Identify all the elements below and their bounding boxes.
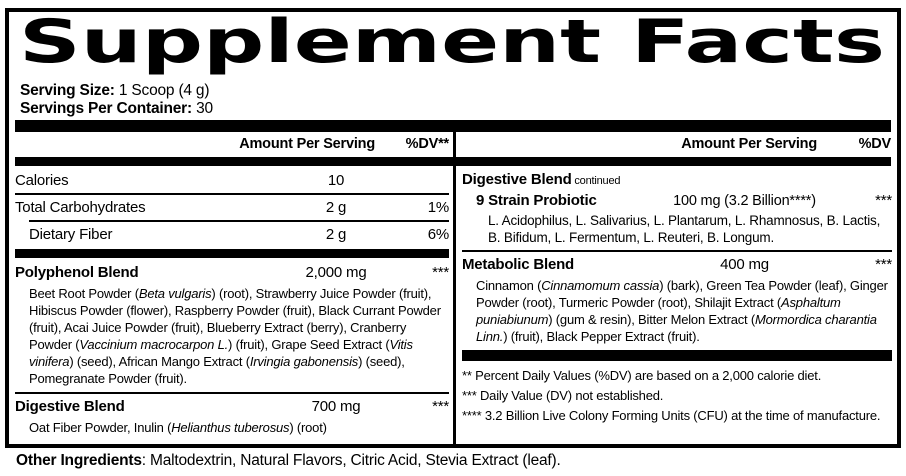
footnote-cfu: **** 3.2 Billion Live Colony Forming Uni… — [462, 408, 881, 423]
probiotic-strains-list: L. Acidophilus, L. Salivarius, L. Planta… — [488, 213, 881, 245]
blend-dv: *** — [875, 256, 892, 273]
title-graphic: Supplement Facts — [19, 7, 885, 77]
metabolic-blend-ingredients: Cinnamon (Cinnamomum cassia) (bark), Gre… — [476, 278, 888, 344]
table-row-9-strain-probiotic: 9 Strain Probiotic 100 mg (3.2 Billion**… — [462, 188, 892, 213]
table-row-calories: Calories 10 — [15, 168, 449, 193]
blend-name: 9 Strain Probiotic — [476, 192, 597, 209]
footnotes: ** Percent Daily Values (%DV) are based … — [462, 364, 892, 426]
serving-size-line: Serving Size: 1 Scoop (4 g) — [20, 82, 213, 100]
right-dv-header: %DV — [858, 136, 892, 152]
row-rule — [15, 392, 449, 394]
column-divider — [453, 120, 456, 444]
page-title: Supplement Facts — [19, 12, 885, 77]
table-row-metabolic-blend: Metabolic Blend 400 mg *** — [462, 252, 892, 277]
blend-name: Polyphenol Blend — [15, 264, 139, 281]
nutrient-name: Total Carbohydrates — [15, 199, 146, 216]
blend-amount: 100 mg (3.2 Billion****) — [673, 193, 816, 209]
digestive-blend-ingredients: Oat Fiber Powder, Inulin (Helianthus tub… — [29, 420, 327, 435]
servings-per-container-label: Servings Per Container: — [20, 100, 192, 117]
servings-per-container-line: Servings Per Container: 30 — [20, 100, 213, 118]
footnote-dv-not-established: *** Daily Value (DV) not established. — [462, 388, 664, 403]
blend-amount: 400 mg — [720, 256, 769, 273]
footnote-divider-bar — [462, 350, 892, 361]
blend-dv: *** — [432, 264, 449, 281]
left-column-header: Amount Per Serving %DV** — [15, 136, 449, 152]
table-row-total-carbohydrates: Total Carbohydrates 2 g 1% — [15, 195, 449, 220]
facts-panel-border: Supplement Facts Serving Size: 1 Scoop (… — [5, 7, 901, 448]
table-row-dietary-fiber: Dietary Fiber 2 g 6% — [15, 222, 449, 247]
right-column: Digestive Blend continued 9 Strain Probi… — [462, 168, 892, 426]
blend-dv: *** — [875, 192, 892, 209]
serving-size-label: Serving Size: — [20, 82, 115, 99]
blend-name: Digestive Blend — [15, 398, 125, 415]
blend-amount: 2,000 mg — [305, 264, 367, 281]
table-row-digestive-blend: Digestive Blend 700 mg *** — [15, 394, 449, 419]
other-ingredients-text: : Maltodextrin, Natural Flavors, Citric … — [141, 452, 561, 469]
blend-dv: *** — [432, 398, 449, 415]
table-row-polyphenol-blend: Polyphenol Blend 2,000 mg *** — [15, 260, 449, 285]
blend-amount: 700 mg — [311, 398, 361, 415]
row-rule — [15, 193, 449, 195]
nutrient-name: Calories — [15, 172, 69, 189]
continued-label: continued — [571, 175, 621, 187]
row-rule — [462, 250, 892, 252]
blend-name: Metabolic Blend — [462, 256, 575, 273]
blend-name: Digestive Blend — [462, 171, 572, 188]
nutrient-amount: 2 g — [325, 199, 347, 216]
nutrient-dv: 1% — [427, 199, 449, 216]
section-divider-bar — [15, 249, 449, 258]
left-column: Calories 10 Total Carbohydrates 2 g 1% D… — [15, 168, 449, 441]
nutrient-name: Dietary Fiber — [29, 226, 113, 243]
row-rule-indented — [29, 220, 449, 222]
nutrient-amount: 10 — [327, 172, 345, 189]
servings-per-container-value: 30 — [191, 100, 213, 117]
footnote-daily-values: ** Percent Daily Values (%DV) are based … — [462, 368, 822, 383]
nutrient-amount: 2 g — [325, 226, 347, 243]
right-amount-header: Amount Per Serving — [681, 136, 817, 152]
title-area: Supplement Facts — [19, 7, 891, 82]
left-dv-header: %DV** — [405, 136, 450, 152]
polyphenol-blend-ingredients: Beet Root Powder (Beta vulgaris) (root),… — [29, 286, 441, 386]
other-ingredients-label: Other Ingredients — [16, 452, 142, 469]
serving-size-value: 1 Scoop (4 g) — [114, 82, 210, 99]
digestive-blend-continued-heading: Digestive Blend continued — [462, 168, 892, 188]
serving-info: Serving Size: 1 Scoop (4 g) Servings Per… — [20, 82, 213, 118]
nutrient-dv: 6% — [427, 226, 449, 243]
other-ingredients-line: Other Ingredients: Maltodextrin, Natural… — [16, 452, 561, 470]
left-amount-header: Amount Per Serving — [239, 136, 375, 152]
right-column-header: Amount Per Serving %DV — [462, 136, 891, 152]
